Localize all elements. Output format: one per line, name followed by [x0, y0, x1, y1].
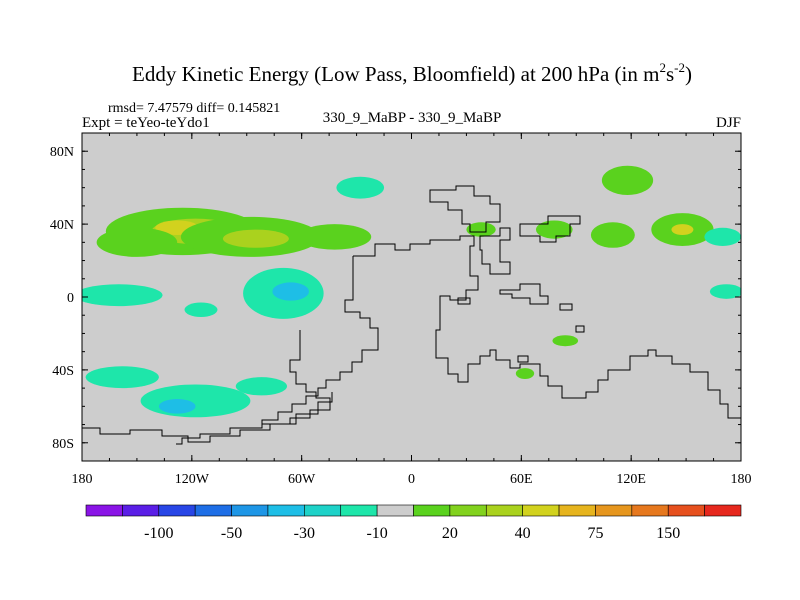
- x-tick-label: 120E: [616, 472, 646, 487]
- colorbar-swatch: [449, 504, 487, 517]
- colorbar-swatch: [231, 504, 269, 517]
- anomaly-blob: [671, 224, 694, 236]
- experiment-label: Expt = teYeo-teYdo1: [82, 115, 210, 131]
- anomaly-blob: [466, 222, 496, 237]
- coastline-island-4: [559, 303, 573, 311]
- anomaly-blob: [590, 222, 635, 248]
- colorbar-swatch: [267, 504, 305, 517]
- coastline-eurasia: [353, 235, 741, 419]
- colorbar-label: 20: [442, 525, 458, 542]
- subtitle-label: 330_9_MaBP - 330_9_MaBP: [323, 110, 502, 126]
- colorbar-swatch: [595, 504, 633, 517]
- colorbar-swatch: [704, 504, 742, 517]
- colorbar-swatch: [485, 504, 523, 517]
- coastline-south-america: [262, 330, 331, 425]
- colorbar-label: -100: [144, 525, 173, 542]
- colorbar-swatch: [667, 504, 705, 517]
- anomaly-blob: [184, 302, 218, 318]
- coastline-asia-north: [479, 227, 511, 275]
- colorbar-swatch: [158, 504, 196, 517]
- stats-label: rmsd= 7.47579 diff= 0.145821: [108, 101, 280, 116]
- x-tick-label: 60W: [288, 472, 316, 487]
- coastline-southern: [82, 392, 333, 443]
- coastline-greenland: [429, 185, 501, 233]
- colorbar-swatch: [376, 504, 414, 517]
- y-tick-label: 80N: [50, 145, 74, 160]
- anomaly-blob: [140, 384, 251, 418]
- coastline-island-2: [575, 325, 585, 333]
- anomaly-blob: [222, 229, 289, 248]
- anomaly-blob: [704, 227, 741, 246]
- colorbar-swatch: [194, 504, 232, 517]
- anomaly-blob: [336, 176, 385, 199]
- colorbar-swatch: [413, 504, 451, 517]
- coastline-island-3: [517, 355, 529, 363]
- chart-title: Eddy Kinetic Energy (Low Pass, Bloomfiel…: [132, 60, 692, 86]
- chart-title-superscript-1: 2: [659, 60, 666, 75]
- coastline-indochina: [499, 283, 549, 305]
- colorbar-swatch: [122, 504, 160, 517]
- y-tick-label: 40N: [50, 218, 74, 233]
- anomaly-blob: [601, 165, 654, 195]
- colorbar-swatch: [85, 504, 123, 517]
- anomaly-blob: [535, 220, 573, 239]
- x-tick-label: 180: [72, 472, 93, 487]
- anomaly-blob: [709, 284, 741, 299]
- x-axis: 180 120W 60W 0 60E 120E 180: [72, 133, 752, 487]
- anomaly-blob: [298, 224, 372, 250]
- chart-title-main: Eddy Kinetic Energy (Low Pass, Bloomfiel…: [132, 62, 659, 86]
- anomaly-blob: [96, 227, 178, 257]
- colorbar-label: 75: [587, 525, 603, 542]
- coastline-africa: [176, 256, 379, 445]
- anomaly-blob: [158, 399, 196, 414]
- colorbar: -100 -50 -30 -10 20 40 75 150: [85, 504, 742, 542]
- y-tick-label: 40S: [52, 364, 74, 379]
- anomaly-blob: [85, 366, 159, 389]
- chart-title-close: ): [685, 62, 692, 86]
- colorbar-swatch: [304, 504, 342, 517]
- colorbar-label: 150: [656, 525, 680, 542]
- coastline-island-1: [457, 297, 471, 305]
- y-tick-label: 80S: [52, 437, 74, 452]
- colorbar-swatch: [340, 504, 378, 517]
- anomaly-blob: [515, 368, 535, 379]
- chart-title-unit: s: [666, 62, 674, 86]
- anomaly-blob: [272, 282, 309, 301]
- colorbar-swatch: [558, 504, 596, 517]
- anomaly-blob: [235, 377, 288, 396]
- colorbar-label: -50: [221, 525, 242, 542]
- colorbar-label: -30: [294, 525, 315, 542]
- colorbar-swatch: [522, 504, 560, 517]
- colorbar-swatch: [631, 504, 669, 517]
- chart-title-superscript-2: -2: [674, 60, 685, 75]
- x-tick-label: 180: [731, 472, 752, 487]
- y-axis: 80N 40N 0 40S 80S: [50, 132, 741, 462]
- anomaly-blob: [552, 335, 579, 347]
- y-tick-label: 0: [67, 291, 74, 306]
- anomaly-blob: [82, 284, 163, 307]
- x-tick-label: 120W: [175, 472, 210, 487]
- coastline-asia-east: [519, 215, 581, 243]
- x-tick-label: 60E: [510, 472, 533, 487]
- x-tick-label: 0: [408, 472, 415, 487]
- coastlines: [82, 185, 741, 445]
- colorbar-label: -10: [366, 525, 387, 542]
- colorbar-label: 40: [515, 525, 531, 542]
- anomaly-field: [82, 165, 741, 418]
- season-label: DJF: [716, 115, 741, 131]
